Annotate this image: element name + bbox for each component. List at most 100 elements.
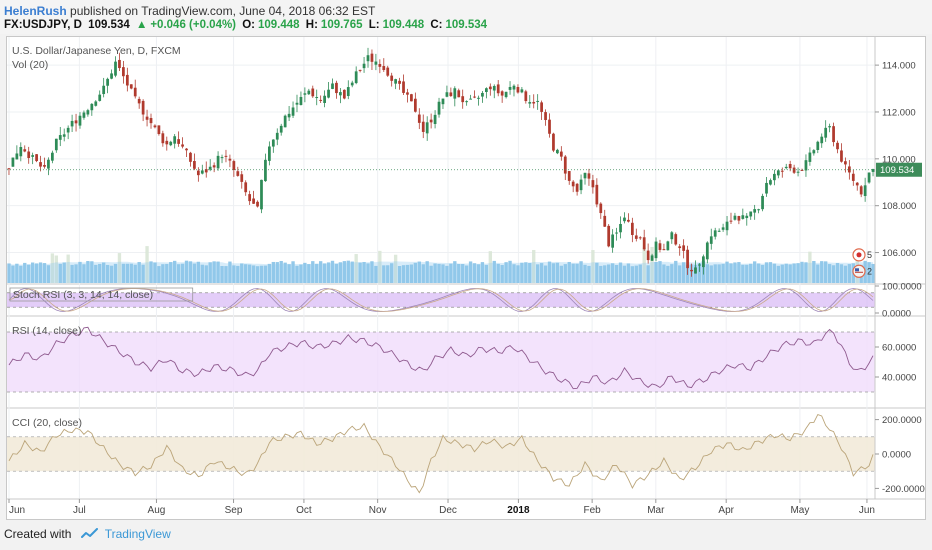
chart-area[interactable]: 114.000 112.000 110.000 108.000 106.000 100.0… <box>6 36 926 520</box>
candle-body <box>94 101 98 106</box>
symbol-label[interactable]: FX:USDJPY, D <box>4 19 82 31</box>
volume-bar <box>192 263 197 283</box>
volume-bar <box>634 265 638 283</box>
close-value: 109.534 <box>445 19 488 31</box>
volume-bar <box>358 262 362 283</box>
volume-bar <box>705 264 709 283</box>
volume-bar <box>713 264 717 283</box>
candle-body <box>500 91 504 96</box>
volume-bar <box>74 264 78 283</box>
candle-body <box>110 73 113 79</box>
volume-bar <box>7 263 11 283</box>
candle-body <box>19 147 23 157</box>
candle-body <box>90 103 94 111</box>
candle-body <box>725 221 729 231</box>
candle-body <box>185 148 188 151</box>
volume-bar <box>200 264 204 283</box>
volume-bar <box>717 264 721 283</box>
price-tick-label: 114.000 <box>882 61 916 72</box>
candle-body <box>307 90 311 95</box>
candle-body <box>275 132 279 140</box>
volume-bar <box>374 265 378 283</box>
volume-bar <box>543 265 548 283</box>
price-tick-label: 108.000 <box>882 201 916 212</box>
volume-bar <box>796 263 800 283</box>
candle-body <box>441 98 445 105</box>
candle-body <box>43 165 46 167</box>
volume-bar <box>626 263 631 283</box>
candle-body <box>335 82 338 94</box>
created-with-label: Created with <box>4 527 72 541</box>
price-tick-label: 106.000 <box>882 248 916 259</box>
tradingview-brand-link[interactable]: TradingView <box>104 527 171 541</box>
candle-body <box>670 232 674 240</box>
high-value: 109.765 <box>320 19 363 31</box>
price-tick-label: 112.000 <box>882 107 916 118</box>
volume-bar <box>642 247 646 283</box>
candle-body <box>713 230 717 237</box>
candle-body <box>141 100 145 115</box>
candle-body <box>512 85 516 90</box>
volume-bar <box>287 264 291 283</box>
x-tick-label: Nov <box>369 505 387 516</box>
volume-bar <box>94 264 98 283</box>
volume-bar <box>496 263 500 283</box>
volume-bar <box>784 263 788 283</box>
volume-bar <box>745 264 749 283</box>
candle-body <box>666 241 670 251</box>
candle-body <box>717 230 721 232</box>
stoch-band <box>7 292 875 308</box>
candle-body <box>615 232 618 234</box>
candle-body <box>698 264 701 266</box>
volume-bar <box>468 261 473 283</box>
volume-bar <box>362 261 366 283</box>
candle-body <box>177 139 180 144</box>
candle-body <box>299 96 303 106</box>
volume-bar <box>563 264 567 283</box>
volume-bar <box>662 264 666 283</box>
volume-bar <box>30 262 35 283</box>
volume-bar <box>133 264 137 283</box>
candle-body <box>788 164 792 169</box>
volume-bar <box>618 262 623 283</box>
volume-bar <box>737 262 741 283</box>
chart-canvas[interactable]: 114.000 112.000 110.000 108.000 106.000 100.0… <box>7 37 925 519</box>
volume-bar <box>461 264 465 283</box>
volume-bar <box>66 254 70 283</box>
candle-body <box>437 101 441 115</box>
candle-body <box>260 179 263 210</box>
candle-body <box>315 97 319 99</box>
high-label: H: <box>305 19 318 31</box>
volume-bar <box>729 263 733 283</box>
x-tick-label: Mar <box>647 505 665 516</box>
volume-bar <box>271 261 275 283</box>
candle-body <box>244 182 248 193</box>
volume-bar <box>768 262 773 283</box>
author-link[interactable]: HelenRush <box>4 4 67 18</box>
volume-bar <box>204 265 208 283</box>
volume-bar <box>212 261 216 283</box>
volume-bar <box>267 263 272 283</box>
candle-body <box>855 182 859 186</box>
candle-body <box>784 166 788 169</box>
candle-body <box>82 112 86 118</box>
candle-body <box>295 102 299 105</box>
volume-bar <box>583 264 587 283</box>
volume-bar <box>382 265 386 283</box>
candle-body <box>327 89 330 98</box>
volume-bar <box>603 265 607 283</box>
candle-body <box>421 121 425 132</box>
volume-bar <box>220 265 224 283</box>
candle-body <box>181 144 184 147</box>
volume-bar <box>141 264 145 283</box>
volume-bar <box>607 264 611 283</box>
volume-bar <box>788 264 792 283</box>
candle-body <box>540 102 543 112</box>
candle-body <box>520 89 524 93</box>
cci-line <box>8 414 874 494</box>
volume-bar <box>295 265 299 283</box>
us-flag-canton-icon <box>855 268 859 272</box>
candle-body <box>346 87 350 97</box>
volume-bar <box>224 266 228 283</box>
candle-body <box>465 101 469 103</box>
